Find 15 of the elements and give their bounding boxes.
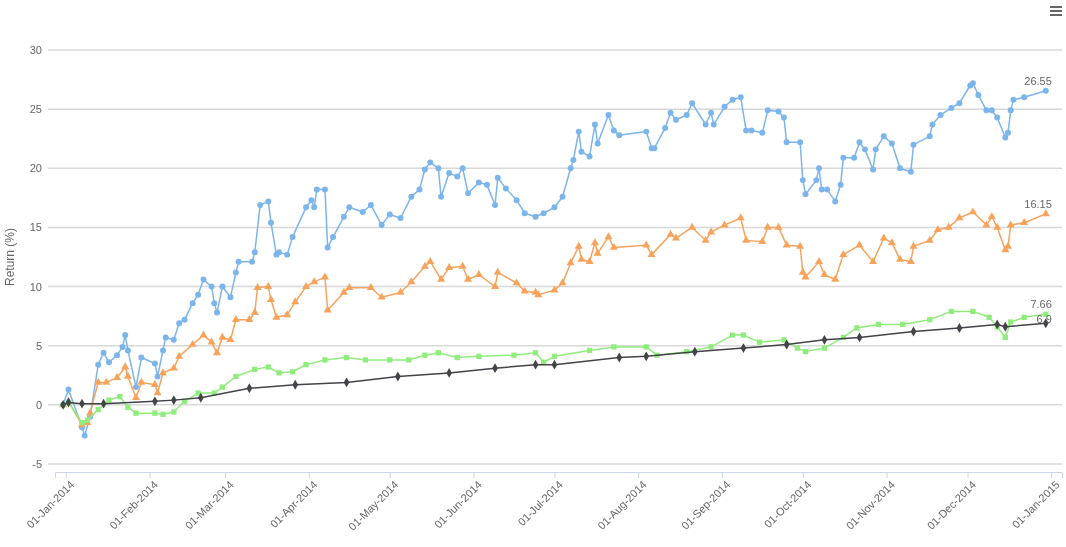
y-tick-label: -5	[32, 458, 42, 471]
y-tick-label: 15	[29, 221, 42, 234]
y-tick-label: 30	[29, 44, 42, 57]
y-tick-label: 0	[35, 398, 42, 411]
y-tick-label: 10	[29, 280, 42, 293]
y-tick-label: 5	[35, 339, 42, 352]
point	[740, 343, 747, 353]
annotation: 16.15	[1024, 197, 1052, 210]
y-axis-title: Return (%)	[3, 227, 17, 287]
annotation: 7.66	[1030, 298, 1052, 311]
annotation: 6.9	[1036, 313, 1052, 326]
y-tick-label: 20	[29, 162, 42, 175]
y-tick-label: 25	[29, 103, 42, 116]
annotation: 26.55	[1024, 74, 1052, 87]
point	[956, 323, 963, 333]
